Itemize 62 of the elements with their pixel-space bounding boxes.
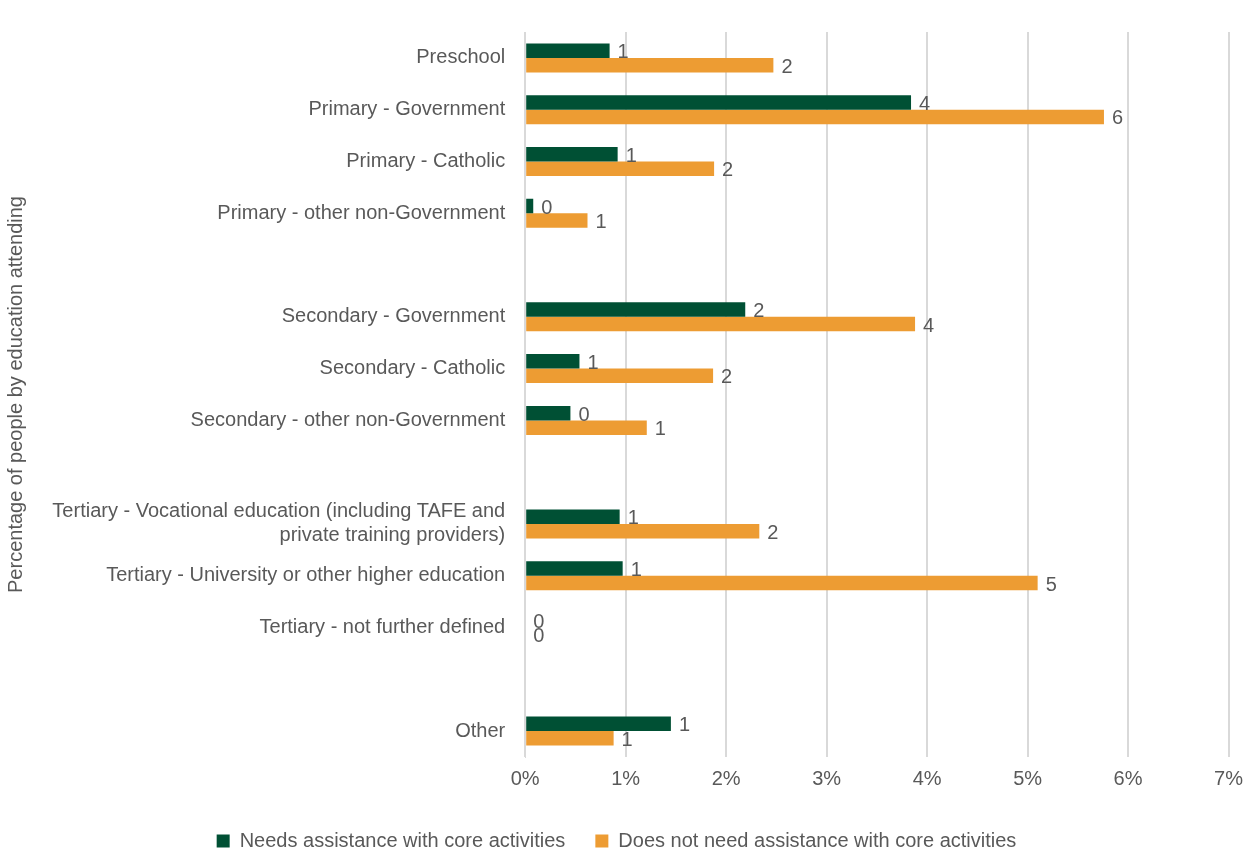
- data-label: 6: [1111, 106, 1124, 129]
- bar: [526, 575, 1038, 591]
- data-label: 2: [722, 158, 734, 181]
- y-tick-label: Primary - Catholic: [346, 148, 506, 171]
- data-label: 4: [919, 91, 931, 114]
- y-tick-label: Preschool: [416, 45, 506, 68]
- data-label: 0: [578, 402, 590, 425]
- legend-label: Does not need assistance with core activities: [618, 828, 1017, 851]
- y-tick-label: Primary - other non-Government: [217, 200, 506, 223]
- data-label: 1: [587, 350, 599, 373]
- data-label: 2: [753, 299, 765, 322]
- bar: [526, 57, 774, 73]
- bar: [526, 161, 715, 176]
- bar: [526, 43, 610, 58]
- bar: [526, 420, 647, 435]
- data-label: 1: [595, 210, 607, 233]
- bar: [526, 731, 614, 746]
- bar: [526, 213, 588, 228]
- bar: [526, 523, 760, 539]
- bar: [526, 716, 671, 732]
- data-label: 5: [1045, 572, 1057, 595]
- x-tick-label: 7%: [1214, 766, 1244, 789]
- y-tick-label: Secondary - other non-Government: [190, 407, 506, 430]
- bar: [526, 109, 1104, 125]
- x-tick-label: 0%: [510, 766, 540, 789]
- data-label: 2: [781, 54, 793, 77]
- y-axis-title: Percentage of people by education attending: [3, 196, 26, 593]
- bar: [526, 146, 618, 162]
- data-label: 1: [630, 558, 642, 581]
- y-tick-label: Other: [455, 718, 506, 741]
- bar: [526, 368, 714, 384]
- data-label: 1: [617, 40, 629, 63]
- data-label: 1: [678, 713, 691, 736]
- y-tick-label: Secondary - Catholic: [319, 356, 506, 379]
- data-label: 1: [654, 417, 666, 440]
- x-tick-label: 5%: [1013, 766, 1043, 789]
- bar: [526, 95, 912, 110]
- y-tick-label: Tertiary - University or other higher education: [106, 563, 506, 586]
- data-label: 1: [625, 143, 637, 166]
- x-tick-label: 4%: [912, 766, 942, 789]
- y-tick-label: Secondary - Government: [281, 304, 506, 327]
- bar: [526, 198, 534, 214]
- x-tick-label: 3%: [812, 766, 842, 789]
- data-label: 4: [923, 313, 935, 336]
- data-label: 1: [627, 506, 639, 529]
- y-tick-label: Tertiary - Vocational education (including TAFE and private training providers): [52, 499, 506, 546]
- bar: [526, 561, 623, 576]
- y-tick-label: Primary - Government: [308, 97, 506, 120]
- y-tick-label: Tertiary - not further defined: [259, 615, 506, 638]
- x-tick-label: 1%: [611, 766, 641, 789]
- data-label: 0: [541, 195, 553, 218]
- legend-label: Needs assistance with core activities: [239, 828, 566, 851]
- bar: [526, 405, 571, 421]
- bar: [526, 509, 620, 524]
- bar: [526, 354, 580, 369]
- data-label: 1: [621, 727, 633, 750]
- data-label: 2: [767, 520, 779, 543]
- bar: [526, 316, 916, 332]
- x-tick-label: 6%: [1113, 766, 1143, 789]
- data-label: 2: [721, 365, 733, 388]
- x-tick-label: 2%: [711, 766, 741, 789]
- bar: [526, 302, 746, 317]
